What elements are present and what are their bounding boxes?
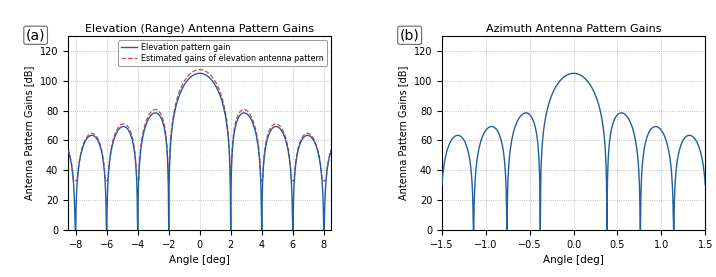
Line: Estimated gains of elevation antenna pattern: Estimated gains of elevation antenna pat… <box>68 70 332 181</box>
Elevation pattern gain <box>159 123 168 126</box>
Estimated gains of elevation antenna pattern <box>69 179 78 182</box>
Estimated gains of elevation antenna pattern <box>77 149 86 153</box>
Y-axis label: Antenna Pattern Gains [dB]: Antenna Pattern Gains [dB] <box>398 66 408 200</box>
X-axis label: Angle [deg]: Angle [deg] <box>543 255 604 265</box>
Elevation pattern gain <box>327 149 336 152</box>
Estimated gains of elevation antenna pattern <box>159 119 168 123</box>
Elevation pattern gain <box>195 72 204 75</box>
Line: Elevation pattern gain: Elevation pattern gain <box>68 73 332 230</box>
Estimated gains of elevation antenna pattern <box>64 148 72 151</box>
Estimated gains of elevation antenna pattern <box>259 164 268 168</box>
Elevation pattern gain <box>220 107 228 110</box>
Estimated gains of elevation antenna pattern <box>195 68 204 71</box>
X-axis label: Angle [deg]: Angle [deg] <box>169 255 230 265</box>
Elevation pattern gain <box>71 228 79 232</box>
Estimated gains of elevation antenna pattern <box>327 148 336 151</box>
Estimated gains of elevation antenna pattern <box>231 122 240 125</box>
Estimated gains of elevation antenna pattern <box>220 103 228 106</box>
Title: Azimuth Antenna Pattern Gains: Azimuth Antenna Pattern Gains <box>486 24 662 34</box>
Text: (a): (a) <box>26 28 45 42</box>
Estimated gains of elevation antenna pattern <box>273 122 281 126</box>
Elevation pattern gain <box>259 167 268 170</box>
Title: Elevation (Range) Antenna Pattern Gains: Elevation (Range) Antenna Pattern Gains <box>85 24 314 34</box>
Elevation pattern gain <box>64 149 72 152</box>
Elevation pattern gain <box>231 125 240 129</box>
Legend: Elevation pattern gain, Estimated gains of elevation antenna pattern: Elevation pattern gain, Estimated gains … <box>118 40 327 66</box>
Elevation pattern gain <box>77 151 86 154</box>
Y-axis label: Antenna Pattern Gains [dB]: Antenna Pattern Gains [dB] <box>24 66 34 200</box>
Elevation pattern gain <box>273 125 281 129</box>
Text: (b): (b) <box>400 28 420 42</box>
